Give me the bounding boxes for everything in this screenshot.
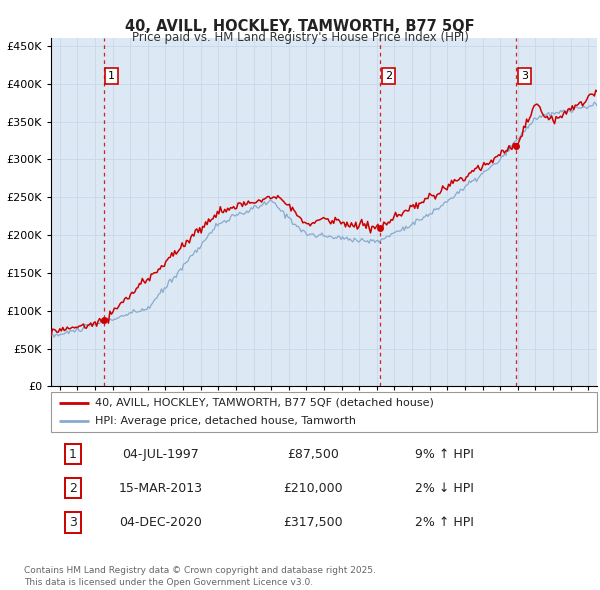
Text: Price paid vs. HM Land Registry's House Price Index (HPI): Price paid vs. HM Land Registry's House … — [131, 31, 469, 44]
FancyBboxPatch shape — [51, 392, 597, 432]
Text: 04-DEC-2020: 04-DEC-2020 — [119, 516, 202, 529]
Text: 2: 2 — [69, 481, 77, 495]
Text: 15-MAR-2013: 15-MAR-2013 — [118, 481, 202, 495]
Text: Contains HM Land Registry data © Crown copyright and database right 2025.
This d: Contains HM Land Registry data © Crown c… — [24, 566, 376, 587]
Text: 9% ↑ HPI: 9% ↑ HPI — [415, 448, 473, 461]
Text: £210,000: £210,000 — [283, 481, 343, 495]
Text: 2: 2 — [385, 71, 392, 81]
Text: 3: 3 — [521, 71, 528, 81]
Text: £87,500: £87,500 — [287, 448, 339, 461]
Text: 3: 3 — [69, 516, 77, 529]
Text: 1: 1 — [69, 448, 77, 461]
Text: 2% ↑ HPI: 2% ↑ HPI — [415, 516, 473, 529]
Text: HPI: Average price, detached house, Tamworth: HPI: Average price, detached house, Tamw… — [95, 416, 356, 426]
Text: 40, AVILL, HOCKLEY, TAMWORTH, B77 5QF: 40, AVILL, HOCKLEY, TAMWORTH, B77 5QF — [125, 19, 475, 34]
Text: £317,500: £317,500 — [283, 516, 343, 529]
Text: 1: 1 — [108, 71, 115, 81]
Text: 40, AVILL, HOCKLEY, TAMWORTH, B77 5QF (detached house): 40, AVILL, HOCKLEY, TAMWORTH, B77 5QF (d… — [95, 398, 434, 408]
Text: 2% ↓ HPI: 2% ↓ HPI — [415, 481, 473, 495]
Text: 04-JUL-1997: 04-JUL-1997 — [122, 448, 199, 461]
